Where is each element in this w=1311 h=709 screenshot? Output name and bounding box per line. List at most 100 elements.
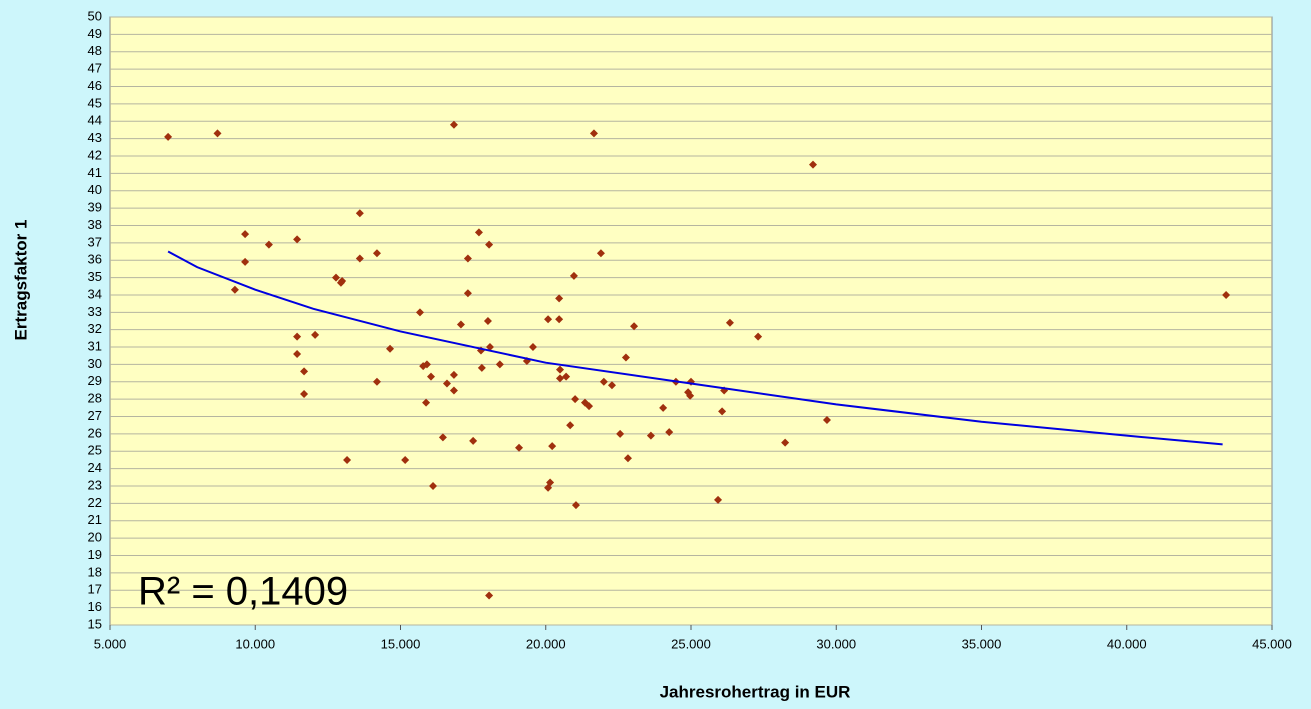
data-point bbox=[686, 391, 695, 400]
y-tick-label: 25 bbox=[88, 443, 102, 458]
data-point bbox=[623, 454, 632, 463]
y-tick-label: 49 bbox=[88, 26, 102, 41]
data-point bbox=[469, 436, 478, 445]
data-point bbox=[569, 271, 578, 280]
y-tick-label: 30 bbox=[88, 356, 102, 371]
y-tick-label: 31 bbox=[88, 338, 102, 353]
y-tick-label: 48 bbox=[88, 43, 102, 58]
y-tick-label: 28 bbox=[88, 391, 102, 406]
data-point bbox=[442, 379, 451, 388]
data-point bbox=[555, 315, 564, 324]
data-point bbox=[544, 315, 553, 324]
y-tick-label: 37 bbox=[88, 234, 102, 249]
data-point bbox=[646, 431, 655, 440]
y-tick-label: 38 bbox=[88, 217, 102, 232]
data-point bbox=[429, 482, 438, 491]
data-point bbox=[449, 120, 458, 129]
data-point bbox=[355, 209, 364, 218]
data-point bbox=[293, 332, 302, 341]
data-point bbox=[427, 372, 436, 381]
data-point bbox=[311, 330, 320, 339]
data-point bbox=[300, 367, 309, 376]
y-tick-label: 19 bbox=[88, 547, 102, 562]
data-point bbox=[485, 240, 494, 249]
data-point bbox=[555, 365, 564, 374]
data-point bbox=[495, 360, 504, 369]
y-tick-label: 34 bbox=[88, 286, 102, 301]
data-point bbox=[571, 395, 580, 404]
data-point bbox=[293, 235, 302, 244]
data-point bbox=[241, 257, 250, 266]
data-point bbox=[477, 363, 486, 372]
data-point bbox=[438, 433, 447, 442]
x-tick-label: 15.000 bbox=[381, 636, 421, 651]
data-point bbox=[665, 428, 674, 437]
data-point bbox=[555, 374, 564, 383]
data-point bbox=[415, 308, 424, 317]
y-tick-label: 27 bbox=[88, 408, 102, 423]
y-tick-label: 50 bbox=[88, 8, 102, 23]
data-point bbox=[264, 240, 273, 249]
marks bbox=[109, 16, 1273, 630]
data-point bbox=[293, 350, 302, 359]
data-point bbox=[725, 318, 734, 327]
data-point bbox=[463, 289, 472, 298]
data-point bbox=[781, 438, 790, 447]
data-point bbox=[809, 160, 818, 169]
y-tick-label: 32 bbox=[88, 321, 102, 336]
y-tick-label: 41 bbox=[88, 165, 102, 180]
y-tick-label: 26 bbox=[88, 425, 102, 440]
x-tick-label: 30.000 bbox=[816, 636, 856, 651]
y-tick-label: 24 bbox=[88, 460, 102, 475]
x-tick-label: 10.000 bbox=[235, 636, 275, 651]
data-point bbox=[566, 421, 575, 430]
y-tick-label: 18 bbox=[88, 564, 102, 579]
y-tick-label: 17 bbox=[88, 582, 102, 597]
y-tick-label: 47 bbox=[88, 61, 102, 76]
data-point bbox=[515, 443, 524, 452]
data-point bbox=[230, 285, 239, 294]
data-point bbox=[562, 372, 571, 381]
data-point bbox=[596, 249, 605, 258]
data-point bbox=[589, 129, 598, 138]
data-point bbox=[449, 370, 458, 379]
data-point bbox=[422, 398, 431, 407]
data-point bbox=[355, 254, 364, 263]
data-point bbox=[336, 278, 345, 287]
x-axis-title: Jahresrohertrag in EUR bbox=[660, 682, 851, 701]
y-tick-label: 20 bbox=[88, 530, 102, 545]
r-squared: R² = 0,1409 bbox=[138, 570, 348, 614]
data-point bbox=[485, 343, 494, 352]
data-point bbox=[548, 442, 557, 451]
data-point bbox=[621, 353, 630, 362]
y-tick-label: 33 bbox=[88, 304, 102, 319]
data-point bbox=[714, 495, 723, 504]
data-point bbox=[164, 132, 173, 141]
y-tick-label: 23 bbox=[88, 477, 102, 492]
data-point bbox=[616, 429, 625, 438]
data-point bbox=[401, 455, 410, 464]
data-point bbox=[485, 591, 494, 600]
data-point bbox=[546, 478, 555, 487]
x-tick-label: 5.000 bbox=[94, 636, 127, 651]
data-point bbox=[300, 389, 309, 398]
data-point bbox=[528, 343, 537, 352]
data-point bbox=[822, 416, 831, 425]
data-point bbox=[386, 344, 395, 353]
data-point bbox=[571, 501, 580, 510]
data-point bbox=[343, 455, 352, 464]
y-tick-label: 45 bbox=[88, 95, 102, 110]
y-tick-label: 40 bbox=[88, 182, 102, 197]
data-point bbox=[599, 377, 608, 386]
x-tick-label: 40.000 bbox=[1107, 636, 1147, 651]
data-point bbox=[718, 407, 727, 416]
data-point bbox=[449, 386, 458, 395]
x-tick-label: 35.000 bbox=[962, 636, 1002, 651]
data-point bbox=[241, 230, 250, 239]
data-point bbox=[659, 403, 668, 412]
plot-area bbox=[109, 16, 1273, 626]
data-point bbox=[585, 402, 594, 411]
data-point bbox=[1222, 290, 1231, 299]
y-tick-label: 21 bbox=[88, 512, 102, 527]
data-point bbox=[483, 317, 492, 325]
